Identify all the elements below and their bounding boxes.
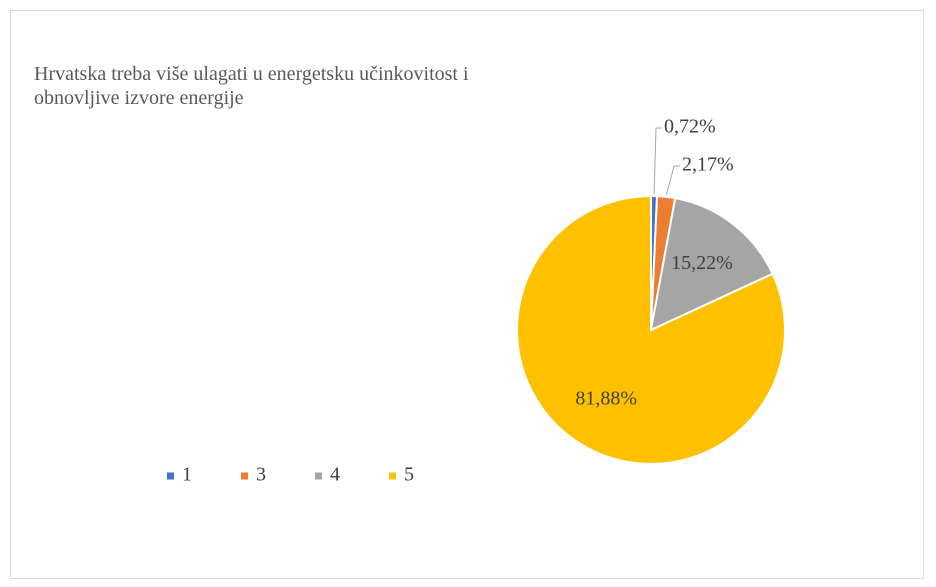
legend-marker	[241, 472, 248, 480]
legend-label: 4	[330, 464, 340, 486]
legend-label: 1	[182, 464, 192, 486]
chart-title: Hrvatska treba više ulagati u energetsku…	[34, 63, 469, 109]
data-label: 2,17%	[682, 154, 734, 176]
chart-frame	[10, 10, 924, 579]
leader-line	[653, 127, 662, 195]
legend-marker	[389, 472, 396, 480]
legend-label: 5	[404, 464, 414, 486]
data-label: 15,22%	[671, 252, 733, 274]
data-label: 81,88%	[575, 388, 637, 410]
legend-label: 3	[256, 464, 266, 486]
legend-marker	[167, 472, 174, 480]
pie-slice	[649, 197, 774, 332]
leader-line	[665, 165, 680, 196]
data-label: 0,72%	[664, 116, 716, 138]
pie-slice	[516, 194, 786, 465]
legend-marker	[315, 472, 322, 480]
